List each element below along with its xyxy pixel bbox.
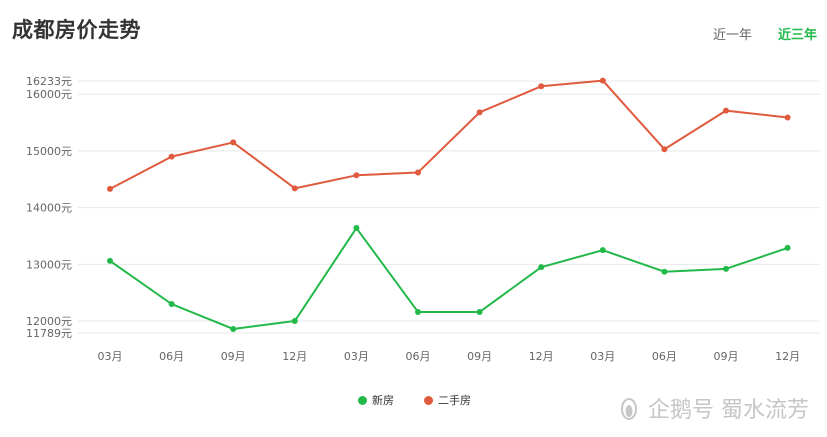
data-point [784, 114, 791, 121]
data-point [723, 265, 729, 272]
x-tick-label: 09月 [714, 350, 739, 363]
legend-label-new: 新房 [372, 394, 394, 407]
y-tick-label: 15000元 [26, 145, 72, 158]
data-point [168, 153, 175, 160]
data-point [476, 308, 483, 315]
series-line-1 [109, 79, 788, 190]
data-point [723, 107, 729, 114]
data-point [168, 301, 175, 308]
data-point [538, 264, 545, 271]
data-point [661, 146, 668, 153]
data-point [353, 225, 360, 232]
x-tick-label: 03月 [344, 350, 369, 363]
data-point [353, 172, 360, 179]
series-line-0 [109, 227, 788, 330]
x-tick-label: 03月 [590, 350, 615, 363]
data-point [230, 325, 237, 332]
x-tick-label: 09月 [221, 350, 246, 363]
legend-dot-new [358, 395, 367, 405]
y-tick-label: 16233元 [26, 75, 72, 88]
watermark: 企鹅号 蜀水流芳 [616, 392, 809, 424]
x-tick-label: 12月 [529, 350, 554, 363]
data-point [476, 109, 483, 116]
penguin-icon [621, 398, 637, 420]
y-tick-label: 11789元 [26, 327, 72, 340]
y-tick-label: 16000元 [26, 88, 72, 101]
data-point [661, 268, 668, 275]
range-tabs: 近一年 近三年 [713, 24, 817, 43]
data-point [599, 77, 606, 84]
data-point [784, 244, 791, 251]
data-point [291, 318, 298, 325]
data-point [230, 139, 237, 146]
data-point [107, 257, 113, 264]
tab-three-years[interactable]: 近三年 [777, 28, 817, 43]
x-tick-label: 03月 [98, 350, 123, 363]
data-point [107, 185, 113, 192]
x-tick-label: 06月 [159, 350, 184, 363]
chart-legend: 新房 二手房 [358, 392, 471, 408]
y-tick-label: 13000元 [26, 258, 72, 271]
x-tick-label: 06月 [652, 350, 677, 363]
x-tick-label: 12月 [775, 350, 800, 363]
tab-one-year[interactable]: 近一年 [712, 28, 752, 43]
legend-label-second: 二手房 [438, 394, 471, 407]
x-tick-label: 12月 [282, 350, 307, 363]
y-tick-label: 14000元 [26, 202, 72, 215]
y-tick-label: 12000元 [26, 315, 72, 328]
x-tick-label: 06月 [406, 350, 431, 363]
page-title: 成都房价走势 [12, 18, 141, 42]
legend-item-new[interactable]: 新房 [358, 392, 394, 408]
data-point [415, 308, 421, 315]
x-tick-label: 09月 [467, 350, 492, 363]
data-point [538, 83, 545, 90]
legend-item-second[interactable]: 二手房 [424, 392, 471, 408]
data-point [599, 247, 606, 254]
data-point [291, 185, 298, 192]
watermark-text: 企鹅号 蜀水流芳 [648, 398, 809, 423]
data-point [415, 169, 421, 176]
legend-dot-second [424, 395, 433, 405]
